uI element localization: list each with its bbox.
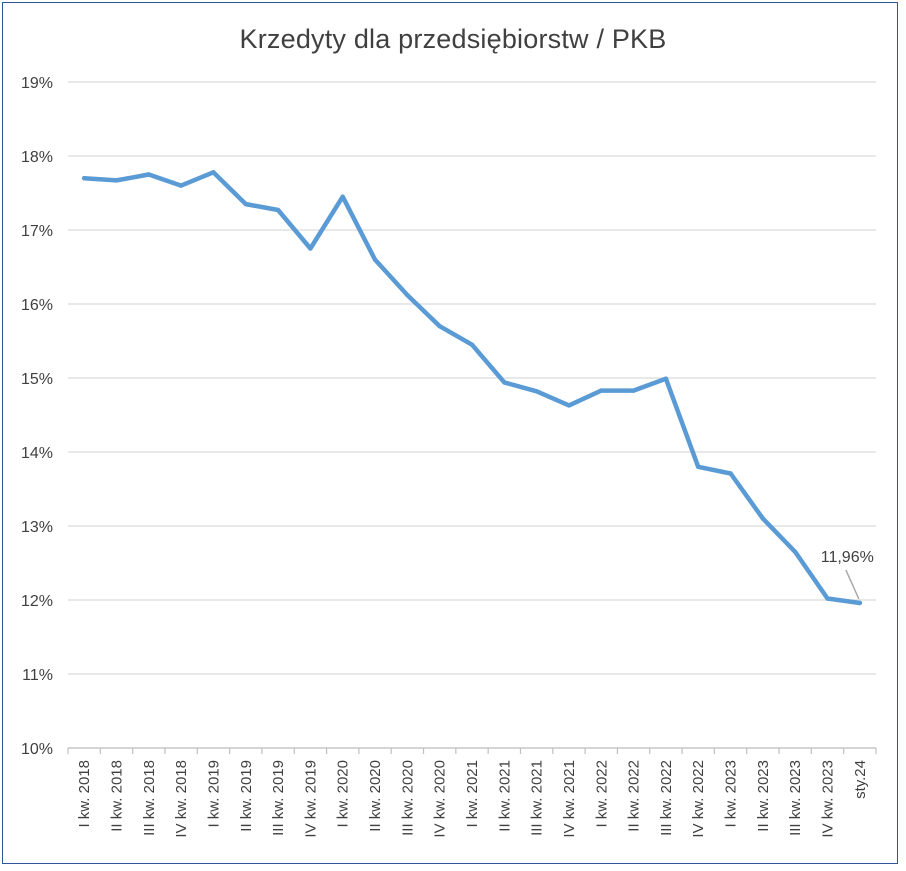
y-axis-ticks: 10% 11% 12% 13% 14% 15% 16% 17% 18% 19% bbox=[21, 75, 53, 758]
data-point bbox=[146, 172, 151, 177]
data-point bbox=[760, 516, 766, 521]
x-tick-label: II kw. 2023 bbox=[755, 760, 772, 832]
x-tick-label: IV kw. 2020 bbox=[432, 760, 449, 838]
y-tick-label: 11% bbox=[22, 667, 53, 684]
data-point bbox=[275, 207, 281, 213]
data-point bbox=[793, 549, 798, 555]
data-point bbox=[534, 389, 539, 394]
data-points bbox=[81, 170, 863, 606]
annotation-leader-line bbox=[845, 569, 860, 600]
data-point bbox=[81, 176, 87, 181]
series-line bbox=[81, 170, 863, 606]
chart-title: Krzedyty dla przedsiębiorstw / PKB bbox=[239, 24, 667, 54]
data-point bbox=[857, 600, 863, 606]
y-tick-label: 16% bbox=[21, 297, 53, 314]
y-tick-label: 19% bbox=[21, 75, 53, 92]
x-tick-label: I kw. 2021 bbox=[464, 760, 481, 828]
x-tick-label: I kw. 2023 bbox=[723, 760, 740, 828]
data-point bbox=[566, 403, 572, 408]
gridlines bbox=[68, 81, 876, 749]
data-point bbox=[663, 376, 669, 381]
data-point bbox=[469, 342, 475, 347]
data-point bbox=[405, 292, 410, 298]
chart-frame bbox=[2, 2, 898, 864]
x-tick-label: IV kw. 2019 bbox=[302, 760, 319, 838]
data-point bbox=[696, 464, 701, 469]
x-tick-label: II kw. 2021 bbox=[496, 760, 513, 832]
x-tick-label: I kw. 2020 bbox=[335, 760, 352, 828]
data-point bbox=[340, 194, 345, 199]
x-tick-label: IV kw. 2021 bbox=[561, 760, 578, 838]
x-tick-label: II kw. 2020 bbox=[367, 760, 384, 832]
x-tick-label: II kw. 2018 bbox=[108, 760, 125, 832]
x-tick-label: IV kw. 2022 bbox=[690, 760, 707, 838]
x-axis-ticks: I kw. 2018 II kw. 2018 III kw. 2018 IV kw. … bbox=[67, 748, 877, 838]
y-tick-label: 13% bbox=[21, 519, 53, 536]
x-tick-label: II kw. 2022 bbox=[626, 760, 643, 832]
data-point bbox=[825, 596, 830, 601]
data-point bbox=[437, 324, 442, 329]
x-tick-label: III kw. 2022 bbox=[658, 760, 675, 836]
x-tick-label: IV kw. 2023 bbox=[820, 760, 837, 838]
data-point bbox=[599, 388, 604, 393]
data-point bbox=[502, 380, 507, 385]
x-tick-label: III kw. 2019 bbox=[270, 760, 287, 836]
x-tick-label: sty.24 bbox=[852, 760, 869, 799]
x-tick-label: III kw. 2023 bbox=[787, 760, 804, 836]
y-tick-label: 17% bbox=[21, 223, 53, 240]
y-tick-label: 15% bbox=[21, 371, 53, 388]
x-tick-label: III kw. 2020 bbox=[399, 760, 416, 836]
data-point bbox=[372, 257, 378, 262]
x-tick-label: I kw. 2018 bbox=[76, 760, 93, 828]
data-point bbox=[114, 178, 119, 183]
data-point bbox=[243, 201, 248, 207]
x-tick-label: I kw. 2022 bbox=[593, 760, 610, 828]
y-tick-label: 14% bbox=[21, 445, 53, 462]
x-tick-label: I kw. 2019 bbox=[205, 760, 222, 828]
x-tick-label: IV kw. 2018 bbox=[173, 760, 190, 838]
x-tick-label: II kw. 2019 bbox=[238, 760, 255, 832]
data-label: 11,96% bbox=[821, 549, 874, 566]
y-tick-label: 10% bbox=[21, 741, 53, 758]
data-point bbox=[728, 471, 733, 476]
data-point bbox=[308, 246, 313, 251]
data-point bbox=[211, 170, 216, 175]
x-tick-label: III kw. 2021 bbox=[529, 760, 546, 836]
data-point bbox=[631, 388, 636, 393]
data-point bbox=[178, 183, 184, 188]
y-tick-label: 18% bbox=[21, 149, 53, 166]
y-tick-label: 12% bbox=[21, 593, 53, 610]
x-tick-label: III kw. 2018 bbox=[141, 760, 158, 836]
